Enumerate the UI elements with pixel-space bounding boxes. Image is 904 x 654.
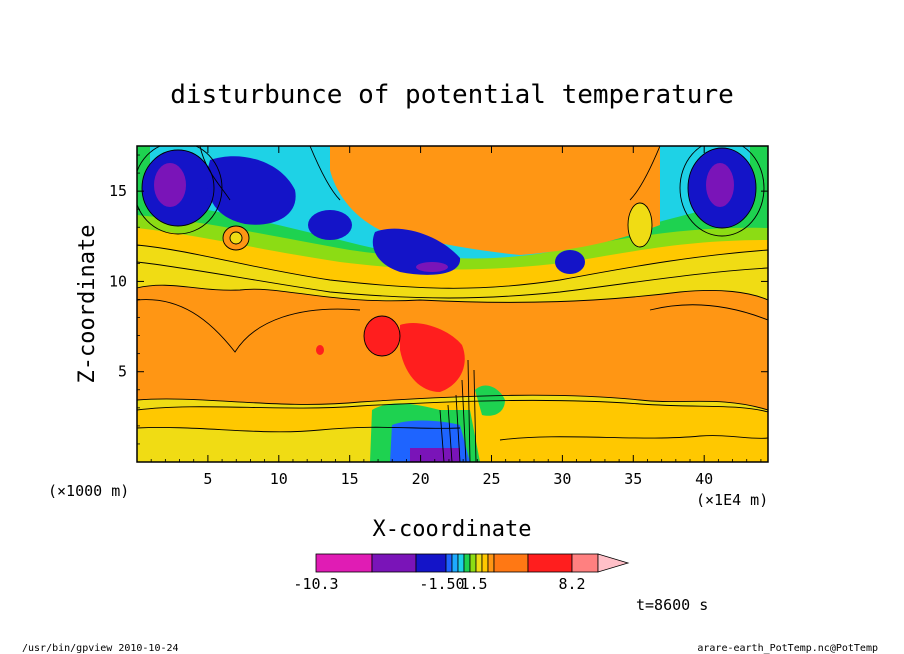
- colorbar: [315, 553, 630, 573]
- footer-left-note: /usr/bin/gpview 2010-10-24: [22, 643, 179, 654]
- time-label: t=8600 s: [636, 596, 708, 614]
- x-tick-label: 5: [203, 470, 212, 488]
- colorbar-segment: [445, 553, 453, 573]
- footer-right-note: arare-earth_PotTemp.nc@PotTemp: [697, 643, 878, 654]
- contour-field: [137, 146, 768, 462]
- blob-purple-center: [416, 262, 448, 272]
- colorbar-segment: [315, 553, 373, 573]
- contour-lines: [137, 146, 768, 462]
- colorbar-tick-label: 8.2: [558, 575, 585, 593]
- colorbar-segment: [463, 553, 471, 573]
- colorbar-labels: -10.3 -1.501.5 8.2: [293, 575, 585, 593]
- chart-title: disturbunce of potential temperature: [170, 80, 734, 110]
- colorbar-arrow: [597, 553, 630, 573]
- colorbar-segment: [469, 553, 477, 573]
- x-unit-label: (×1E4 m): [696, 491, 768, 509]
- bottom-purple: [410, 448, 460, 462]
- blob-red-1: [364, 316, 400, 356]
- x-tick-label: 35: [624, 470, 642, 488]
- plot-frame: [136, 145, 769, 463]
- colorbar-segment: [451, 553, 459, 573]
- y-tick-label: 5: [118, 363, 127, 381]
- colorbar-segment: [571, 553, 599, 573]
- colorbar-segment: [527, 553, 573, 573]
- blob-purple-left: [154, 163, 186, 207]
- upper-center-orange: [330, 146, 660, 255]
- colorbar-segment: [457, 553, 465, 573]
- colorbar-tick-label: -10.3: [293, 575, 338, 593]
- blob-red-2: [400, 322, 465, 392]
- colorbar-segment: [493, 553, 529, 573]
- blob-blue-mid: [308, 210, 352, 240]
- colorbar-tick-label: 1.5: [460, 575, 487, 593]
- y-tick-label: 10: [109, 272, 127, 290]
- x-axis: 5 10 15 20 25 30 35 40: [150, 146, 762, 488]
- colorbar-segment: [481, 553, 489, 573]
- x-tick-label: 40: [695, 470, 713, 488]
- y-tick-label: 15: [109, 182, 127, 200]
- x-tick-label: 30: [553, 470, 571, 488]
- blob-yellow-right: [628, 203, 652, 247]
- colorbar-tick-label: -1.50: [419, 575, 464, 593]
- colorbar-segment: [487, 553, 495, 573]
- x-axis-title: X-coordinate: [373, 517, 532, 542]
- x-tick-label: 15: [341, 470, 359, 488]
- y-axis: 5 10 15: [109, 154, 768, 445]
- colorbar-segment: [371, 553, 417, 573]
- x-tick-label: 10: [270, 470, 288, 488]
- blob-red-small: [316, 345, 324, 355]
- x-tick-label: 20: [412, 470, 430, 488]
- y-axis-title: Z-coordinate: [75, 225, 100, 384]
- blob-blue-left2: [206, 156, 296, 225]
- blob-purple-right: [706, 163, 734, 207]
- blob-yellow-left: [230, 232, 242, 244]
- colorbar-segment: [415, 553, 447, 573]
- y-unit-label: (×1000 m): [48, 482, 129, 500]
- x-tick-label: 25: [482, 470, 500, 488]
- colorbar-segment: [475, 553, 483, 573]
- blob-blue-right2: [555, 250, 585, 274]
